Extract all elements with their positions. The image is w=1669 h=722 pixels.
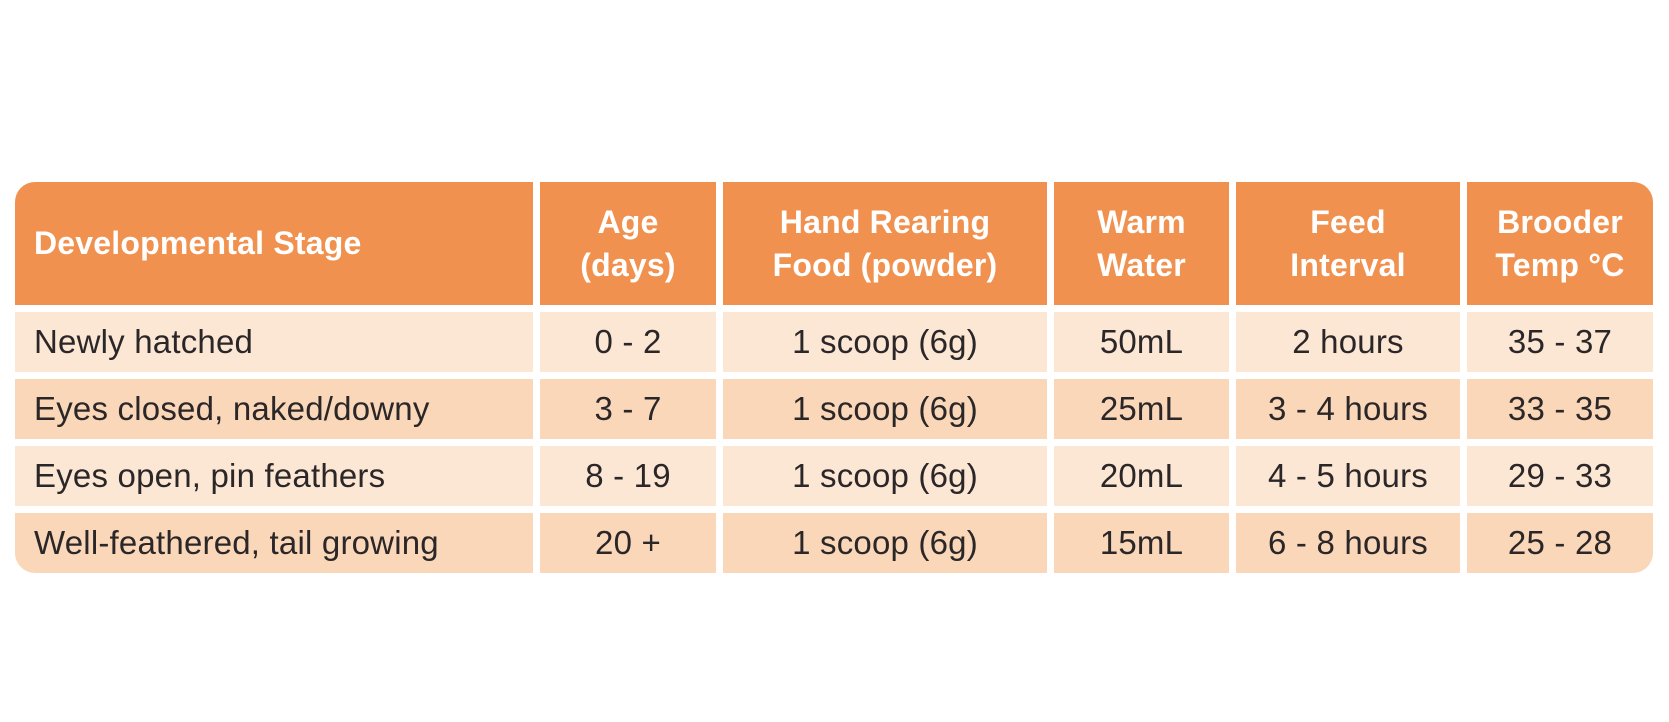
- cell-food: 1 scoop (6g): [723, 513, 1047, 573]
- cell-stage: Eyes closed, naked/downy: [15, 379, 533, 439]
- cell-temp: 35 - 37: [1467, 312, 1653, 372]
- cell-temp: 33 - 35: [1467, 379, 1653, 439]
- header-cell-warm-water: Warm Water: [1054, 182, 1229, 305]
- cell-interval: 2 hours: [1236, 312, 1460, 372]
- cell-temp: 29 - 33: [1467, 446, 1653, 506]
- header-cell-feed-interval: Feed Interval: [1236, 182, 1460, 305]
- header-cell-hand-rearing-food: Hand Rearing Food (powder): [723, 182, 1047, 305]
- cell-water: 25mL: [1054, 379, 1229, 439]
- cell-interval: 3 - 4 hours: [1236, 379, 1460, 439]
- cell-stage: Newly hatched: [15, 312, 533, 372]
- hand-rearing-feeding-table: Developmental Stage Age (days) Hand Rear…: [15, 182, 1653, 573]
- cell-age: 8 - 19: [540, 446, 716, 506]
- cell-food: 1 scoop (6g): [723, 379, 1047, 439]
- cell-water: 15mL: [1054, 513, 1229, 573]
- cell-water: 50mL: [1054, 312, 1229, 372]
- header-cell-developmental-stage: Developmental Stage: [15, 182, 533, 305]
- cell-food: 1 scoop (6g): [723, 312, 1047, 372]
- cell-food: 1 scoop (6g): [723, 446, 1047, 506]
- cell-interval: 4 - 5 hours: [1236, 446, 1460, 506]
- cell-age: 3 - 7: [540, 379, 716, 439]
- cell-stage: Well-feathered, tail growing: [15, 513, 533, 573]
- header-cell-age-days: Age (days): [540, 182, 716, 305]
- cell-stage: Eyes open, pin feathers: [15, 446, 533, 506]
- cell-interval: 6 - 8 hours: [1236, 513, 1460, 573]
- cell-age: 20 +: [540, 513, 716, 573]
- cell-temp: 25 - 28: [1467, 513, 1653, 573]
- cell-age: 0 - 2: [540, 312, 716, 372]
- cell-water: 20mL: [1054, 446, 1229, 506]
- header-cell-brooder-temp: Brooder Temp °C: [1467, 182, 1653, 305]
